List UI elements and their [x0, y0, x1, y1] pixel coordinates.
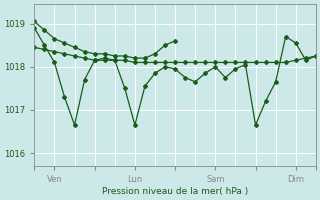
X-axis label: Pression niveau de la mer( hPa ): Pression niveau de la mer( hPa ): [102, 187, 248, 196]
